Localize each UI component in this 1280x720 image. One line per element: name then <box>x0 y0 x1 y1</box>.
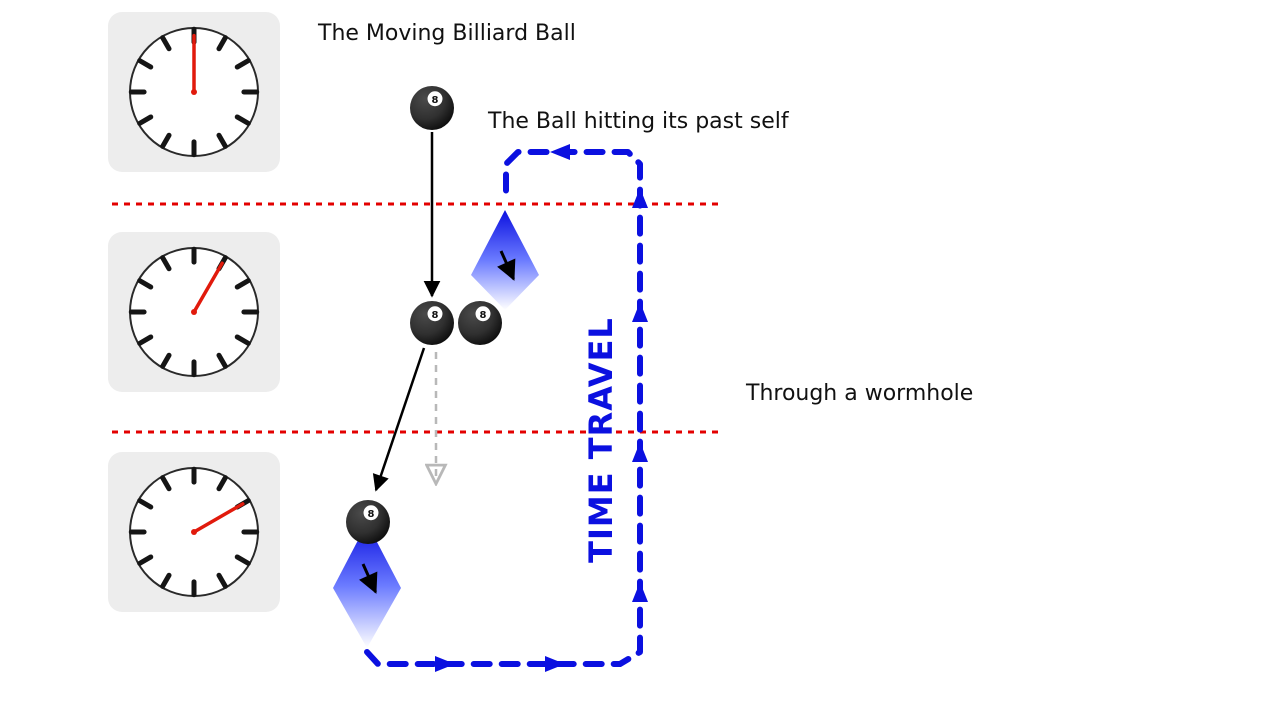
svg-text:8: 8 <box>432 310 439 321</box>
collision-label: The Ball hitting its past self <box>487 109 790 134</box>
clocks-layer <box>108 12 280 612</box>
wormhole-label: Through a wormhole <box>745 381 973 406</box>
balls-layer: 8 8 8 8 <box>346 86 502 544</box>
time-travel-diagram: 8 8 8 8 TIME TRAVEL The Moving Billiard Bal… <box>0 0 1280 720</box>
time-travel-arrow-icon <box>632 302 648 322</box>
ball-mid-r: 8 <box>458 301 502 345</box>
clock-2 <box>108 232 280 392</box>
time-travel-arrow-icon <box>550 144 570 160</box>
labels-layer: The Moving Billiard Ball The Ball hitting… <box>317 21 973 406</box>
svg-text:8: 8 <box>368 509 375 520</box>
wormholes-layer <box>333 210 539 648</box>
time-travel-arrow-icon <box>545 656 565 672</box>
clock-1 <box>108 12 280 172</box>
wormhole-mid <box>471 210 539 310</box>
ball-top: 8 <box>410 86 454 130</box>
arrow-mid-bot <box>376 348 424 490</box>
time-travel-arrow-icon <box>632 188 648 208</box>
time-travel-arrow-icon <box>632 442 648 462</box>
time-travel-arrow-icon <box>632 582 648 602</box>
time-travel-arrow-icon <box>435 656 455 672</box>
clock-3 <box>108 452 280 612</box>
ball-mid-l: 8 <box>410 301 454 345</box>
time-travel-label: TIME TRAVEL <box>582 317 620 563</box>
ball-bottom: 8 <box>346 500 390 544</box>
svg-text:8: 8 <box>432 95 439 106</box>
title-label: The Moving Billiard Ball <box>317 21 576 46</box>
svg-text:8: 8 <box>480 310 487 321</box>
